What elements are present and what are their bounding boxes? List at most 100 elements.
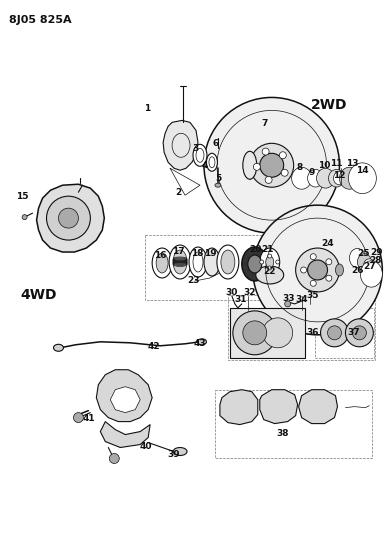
Ellipse shape [329,169,345,187]
Text: 43: 43 [194,340,206,348]
Circle shape [253,163,260,171]
Circle shape [310,280,316,286]
Polygon shape [220,390,258,425]
Text: 20: 20 [249,245,262,254]
Text: 33: 33 [282,294,295,303]
Circle shape [243,321,267,345]
Text: 1: 1 [144,104,150,113]
Text: 2: 2 [175,188,181,197]
Circle shape [47,196,90,240]
Circle shape [279,152,286,159]
Polygon shape [260,390,298,424]
Ellipse shape [173,448,187,456]
Ellipse shape [334,172,345,185]
Ellipse shape [189,247,207,277]
Ellipse shape [152,248,172,278]
Text: 4WD: 4WD [20,288,57,302]
Ellipse shape [54,344,64,351]
Circle shape [327,326,341,340]
Ellipse shape [350,248,365,268]
Ellipse shape [169,245,191,279]
Text: 23: 23 [187,277,199,286]
Ellipse shape [340,167,359,189]
Ellipse shape [156,253,168,273]
Text: 38: 38 [276,429,289,438]
Circle shape [253,205,382,335]
Ellipse shape [243,151,257,179]
Ellipse shape [292,167,312,189]
Bar [215,390,372,457]
Text: 35: 35 [306,292,319,301]
Text: 18: 18 [191,248,203,257]
Text: 2WD: 2WD [311,99,348,112]
Circle shape [262,148,269,155]
Text: 17: 17 [172,247,184,255]
Circle shape [281,169,288,176]
Circle shape [326,275,332,281]
Circle shape [109,454,119,464]
Bar [145,235,340,300]
Circle shape [345,319,373,347]
Text: 27: 27 [363,262,376,271]
Text: 32: 32 [244,288,256,297]
Ellipse shape [260,248,280,276]
Circle shape [301,267,307,273]
Circle shape [276,260,280,264]
Ellipse shape [266,256,274,268]
Text: 14: 14 [356,166,369,175]
Circle shape [204,98,340,233]
Ellipse shape [22,215,27,220]
Text: 26: 26 [351,266,364,276]
Text: 34: 34 [295,295,308,304]
Ellipse shape [215,183,221,187]
Ellipse shape [217,245,239,279]
Ellipse shape [173,250,187,274]
Ellipse shape [197,339,206,345]
Ellipse shape [364,259,375,273]
Circle shape [296,248,340,292]
Ellipse shape [308,169,324,187]
Circle shape [250,143,294,187]
Text: 16: 16 [154,251,166,260]
Bar [315,308,374,358]
Circle shape [263,318,293,348]
Text: 11: 11 [330,159,343,168]
Circle shape [265,176,272,183]
Text: 40: 40 [140,442,152,451]
Text: 13: 13 [346,159,359,168]
Ellipse shape [357,254,371,270]
Text: 29: 29 [370,247,383,256]
Text: 39: 39 [168,450,180,459]
Polygon shape [36,184,104,252]
Circle shape [233,311,277,355]
Text: 9: 9 [308,168,315,177]
Text: 41: 41 [82,414,95,423]
Text: 25: 25 [357,248,370,257]
Text: 19: 19 [204,248,216,257]
Text: 10: 10 [318,161,331,170]
Text: 15: 15 [16,192,29,201]
Circle shape [73,413,83,423]
Text: 8J05 825A: 8J05 825A [9,15,71,25]
Text: 21: 21 [262,245,274,254]
Text: 12: 12 [333,171,346,180]
Ellipse shape [193,144,207,166]
Polygon shape [299,390,338,424]
Circle shape [285,301,291,307]
Circle shape [326,259,332,265]
Bar [230,308,305,358]
Circle shape [59,208,78,228]
Text: 7: 7 [262,119,268,128]
Polygon shape [163,120,198,170]
Ellipse shape [317,168,334,188]
Circle shape [268,254,272,258]
Ellipse shape [204,248,220,276]
Circle shape [260,260,264,264]
Ellipse shape [248,255,262,273]
Text: 5: 5 [215,174,221,183]
Circle shape [268,266,272,270]
Ellipse shape [221,250,235,274]
Text: 22: 22 [263,268,276,277]
Ellipse shape [206,154,217,171]
Circle shape [320,319,348,347]
